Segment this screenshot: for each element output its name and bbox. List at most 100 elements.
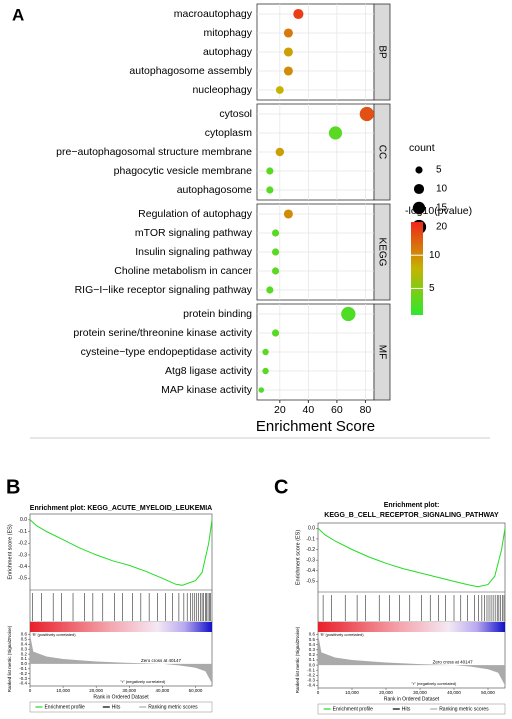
y-tick-label: -0.5: [18, 576, 27, 582]
dot: [359, 106, 375, 122]
y-tick-label: cysteine−type endopeptidase activity: [81, 346, 253, 358]
legend-dot: [412, 201, 426, 215]
x-tick-label: 20: [274, 404, 286, 416]
y-tick-label: -0.2: [307, 672, 315, 677]
y-axis-title: Ranked list metric (Signal2Noise): [295, 626, 300, 693]
y-tick-label: -0.1: [306, 536, 315, 542]
x-tick-label: 10,000: [345, 690, 359, 695]
x-tick-label: 20,000: [89, 688, 103, 693]
es-line: [29, 519, 213, 586]
panel-label: A: [12, 5, 24, 24]
x-tick-label: 0: [29, 688, 32, 693]
y-tick-label: cytosol: [219, 108, 252, 120]
dot: [328, 126, 343, 140]
plot-title: Enrichment plot:: [384, 502, 440, 509]
x-tick-label: 50,000: [189, 688, 203, 693]
dot: [271, 267, 280, 275]
y-axis-title: Enrichment score (ES): [295, 530, 301, 585]
plot-title: KEGG_B_CELL_RECEPTOR_SIGNALING_PATHWAY: [324, 512, 499, 519]
y-tick-label: Regulation of autophagy: [138, 208, 253, 220]
y-tick-label: -0.3: [19, 676, 27, 681]
legend-label: Hits: [112, 704, 121, 710]
legend-title: -log10(pvalue): [405, 205, 472, 217]
y-tick-label: 0.2: [21, 651, 28, 656]
y-tick-label: mitophagy: [204, 27, 253, 39]
y-tick-label: 0.3: [21, 646, 28, 651]
y-tick-label: 0.6: [21, 632, 28, 637]
y-tick-label: -0.4: [19, 681, 27, 686]
dot: [283, 28, 293, 38]
y-tick-label: protein binding: [183, 308, 252, 320]
rank-colorbar: [318, 622, 505, 632]
dot: [271, 229, 280, 237]
legend-label: Hits: [402, 706, 411, 712]
legend-label: 15: [436, 203, 448, 214]
dot: [262, 348, 269, 356]
dot: [266, 286, 274, 294]
facet-label: BP: [376, 45, 387, 59]
x-tick-label: 60: [331, 404, 343, 416]
legend-label: Ranking metric scores: [148, 704, 198, 710]
y-tick-label: protein serine/threonine kinase activity: [73, 327, 252, 339]
legend-box: [317, 703, 506, 715]
y-tick-label: autophagy: [203, 46, 253, 58]
y-tick-label: -0.3: [18, 552, 27, 558]
y-tick-label: mTOR signaling pathway: [135, 227, 253, 239]
dot: [271, 329, 280, 337]
x-tick-label: 40,000: [155, 688, 169, 693]
facet-label: MF: [376, 345, 387, 359]
x-axis-title: Rank in Ordered Dataset: [384, 696, 440, 702]
y-tick-label: macroautophagy: [174, 8, 253, 20]
y-tick-label: -0.2: [19, 671, 27, 676]
x-tick-label: 50,000: [481, 690, 495, 695]
plot-title: Enrichment plot: KEGG_ACUTE_MYELOID_LEUK…: [30, 505, 212, 512]
dot: [341, 306, 356, 322]
rank-colorbar: [30, 622, 212, 632]
legend-label: 10: [436, 184, 448, 195]
x-tick-label: 30,000: [413, 690, 427, 695]
x-tick-label: 20,000: [379, 690, 393, 695]
dot: [258, 387, 265, 393]
y-tick-label: -0.5: [306, 579, 315, 585]
neg-label: 'Y' (negatively correlated): [411, 681, 457, 686]
colorbar-label: 10: [429, 250, 441, 261]
y-tick-label: MAP kinase activity: [161, 384, 253, 396]
legend-label: 5: [436, 165, 442, 176]
y-tick-label: nucleophagy: [192, 84, 252, 96]
zero-cross: Zero cross at 40147: [433, 659, 474, 664]
facet-label: CC: [376, 145, 387, 159]
facet-label: KEGG: [376, 238, 387, 267]
legend-label: Ranking metric scores: [439, 706, 489, 712]
y-tick-label: 0.2: [309, 652, 316, 657]
legend-dot: [413, 183, 425, 195]
y-tick-label: cytoplasm: [205, 127, 253, 139]
y-tick-label: pre−autophagosomal structure membrane: [56, 146, 252, 158]
dot: [275, 147, 285, 157]
x-tick-label: 30,000: [122, 688, 136, 693]
y-tick-label: 0.5: [309, 637, 316, 642]
y-tick-label: 0.3: [309, 647, 316, 652]
legend-dot: [415, 166, 423, 174]
dot: [293, 8, 304, 20]
panel-label: B: [6, 476, 20, 498]
legend-label: Enrichment profile: [44, 704, 85, 710]
y-tick-label: autophagosome assembly: [129, 65, 252, 77]
y-tick-label: 0.0: [21, 661, 28, 666]
y-tick-label: 0.0: [309, 662, 316, 667]
legend-box: [29, 701, 213, 713]
y-tick-label: 0.6: [309, 632, 316, 637]
x-axis-title: Enrichment Score: [256, 418, 375, 435]
x-tick-label: 10,000: [56, 688, 70, 693]
y-axis-title: Ranked list metric (Signal2Noise): [7, 625, 12, 692]
y-tick-label: -0.1: [19, 666, 27, 671]
colorbar-label: 5: [429, 283, 435, 294]
y-tick-label: -0.2: [306, 547, 315, 553]
es-line: [317, 527, 506, 588]
x-tick-label: 40: [303, 404, 315, 416]
y-tick-label: 0.1: [309, 657, 316, 662]
dot: [275, 86, 284, 94]
y-tick-label: 0.0: [308, 526, 315, 532]
y-tick-label: -0.3: [307, 678, 315, 683]
y-tick-label: -0.1: [307, 667, 315, 672]
x-axis-title: Rank in Ordered Dataset: [93, 694, 149, 700]
